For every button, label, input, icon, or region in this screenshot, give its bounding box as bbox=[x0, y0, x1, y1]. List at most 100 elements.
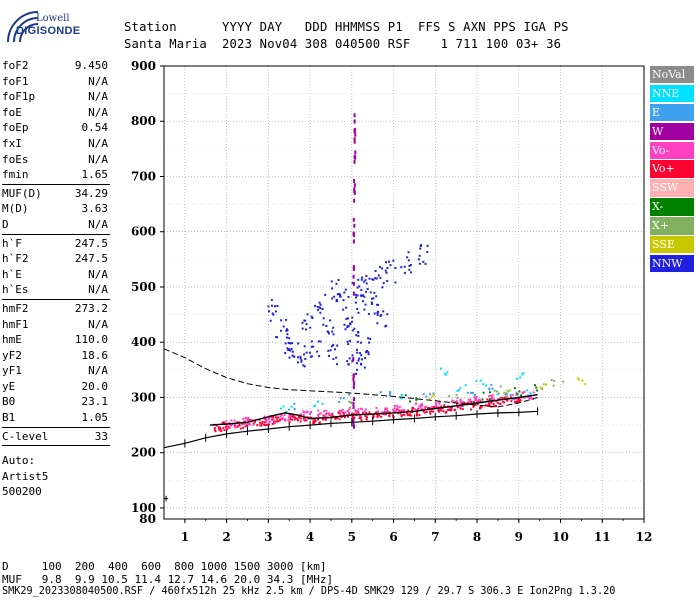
echo-point bbox=[375, 406, 378, 409]
param-row: foE N/A bbox=[2, 105, 110, 121]
echo-point bbox=[329, 349, 332, 352]
echo-point bbox=[314, 420, 317, 423]
echo-point bbox=[353, 198, 356, 203]
echo-point bbox=[335, 282, 338, 285]
echo-point bbox=[473, 396, 476, 399]
echo-point bbox=[445, 410, 448, 413]
echo-point bbox=[388, 415, 391, 418]
echo-point bbox=[343, 323, 346, 326]
echo-point bbox=[459, 404, 462, 407]
param-label: hmE bbox=[2, 333, 22, 347]
echo-point bbox=[488, 391, 491, 394]
echo-point bbox=[477, 399, 480, 402]
echo-point bbox=[275, 420, 278, 423]
echo-point bbox=[402, 411, 405, 414]
echo-point bbox=[301, 327, 304, 330]
echo-point bbox=[307, 416, 310, 419]
echo-point bbox=[350, 401, 353, 404]
echo-point bbox=[290, 415, 293, 418]
echo-point bbox=[365, 351, 368, 354]
echo-point bbox=[478, 400, 481, 403]
echo-point bbox=[408, 413, 411, 416]
echo-point bbox=[431, 406, 434, 409]
echo-point bbox=[411, 410, 414, 413]
echo-point bbox=[246, 418, 249, 421]
echo-point bbox=[368, 341, 371, 344]
echo-point bbox=[357, 411, 360, 414]
echo-point bbox=[429, 407, 432, 410]
echo-point bbox=[490, 396, 493, 399]
echo-point bbox=[476, 400, 479, 403]
echo-point bbox=[322, 414, 325, 417]
echo-point bbox=[359, 363, 362, 366]
echo-point bbox=[369, 291, 372, 294]
legend-item: X- bbox=[650, 198, 694, 216]
echo-point bbox=[380, 415, 383, 418]
echo-point bbox=[353, 159, 356, 164]
echo-point bbox=[432, 406, 435, 409]
echo-point bbox=[393, 410, 396, 413]
echo-point bbox=[366, 413, 369, 416]
echo-point bbox=[529, 394, 532, 397]
echo-point bbox=[481, 398, 484, 401]
echo-point bbox=[384, 413, 387, 416]
echo-point bbox=[352, 416, 355, 419]
echo-point bbox=[351, 412, 354, 415]
echo-point bbox=[322, 414, 325, 417]
echo-point bbox=[324, 417, 327, 420]
echo-point bbox=[336, 299, 339, 302]
echo-point bbox=[434, 399, 437, 402]
echo-point bbox=[359, 294, 362, 297]
echo-point bbox=[334, 416, 337, 419]
echo-point bbox=[376, 322, 379, 325]
echo-point bbox=[480, 401, 483, 404]
echo-point bbox=[352, 239, 355, 244]
echo-point bbox=[346, 325, 349, 328]
echo-point bbox=[288, 356, 291, 359]
echo-point bbox=[338, 409, 341, 412]
echo-point bbox=[263, 421, 266, 424]
echo-point bbox=[229, 423, 232, 426]
param-value: N/A bbox=[88, 364, 108, 378]
echo-point bbox=[288, 415, 291, 418]
echo-point bbox=[515, 392, 518, 395]
echo-point bbox=[279, 418, 282, 421]
x-tick-label: 7 bbox=[431, 530, 439, 544]
echo-point bbox=[335, 298, 338, 301]
echo-point bbox=[381, 411, 384, 414]
echo-point bbox=[339, 295, 342, 298]
echo-point bbox=[351, 354, 354, 357]
echo-point bbox=[496, 390, 499, 393]
echo-point bbox=[384, 408, 387, 411]
echo-point bbox=[490, 400, 493, 403]
echo-point bbox=[420, 244, 423, 247]
echo-point bbox=[293, 402, 296, 405]
echo-point bbox=[271, 416, 274, 419]
echo-point bbox=[408, 414, 411, 417]
echo-point bbox=[339, 414, 342, 417]
echo-point bbox=[432, 392, 435, 395]
echo-point bbox=[459, 403, 462, 406]
echo-point bbox=[397, 411, 400, 414]
echo-point bbox=[245, 422, 248, 425]
x-tick-label: 10 bbox=[552, 530, 569, 544]
echo-point bbox=[382, 282, 385, 285]
param-label: M(D) bbox=[2, 202, 29, 216]
echo-point bbox=[521, 396, 524, 399]
echo-point bbox=[335, 363, 338, 366]
x-tick-label: 2 bbox=[222, 530, 230, 544]
echo-point bbox=[241, 422, 244, 425]
echo-point bbox=[290, 418, 293, 421]
echo-point bbox=[353, 417, 356, 420]
echo-point bbox=[461, 408, 464, 411]
echo-point bbox=[459, 402, 462, 405]
echo-point bbox=[331, 415, 334, 418]
echo-point bbox=[347, 363, 350, 366]
param-label: yF1 bbox=[2, 364, 22, 378]
echo-point bbox=[301, 321, 304, 324]
echo-point bbox=[400, 409, 403, 412]
echo-point bbox=[392, 414, 395, 417]
echo-point bbox=[439, 408, 442, 411]
echo-point bbox=[319, 412, 322, 415]
echo-point bbox=[376, 311, 379, 314]
